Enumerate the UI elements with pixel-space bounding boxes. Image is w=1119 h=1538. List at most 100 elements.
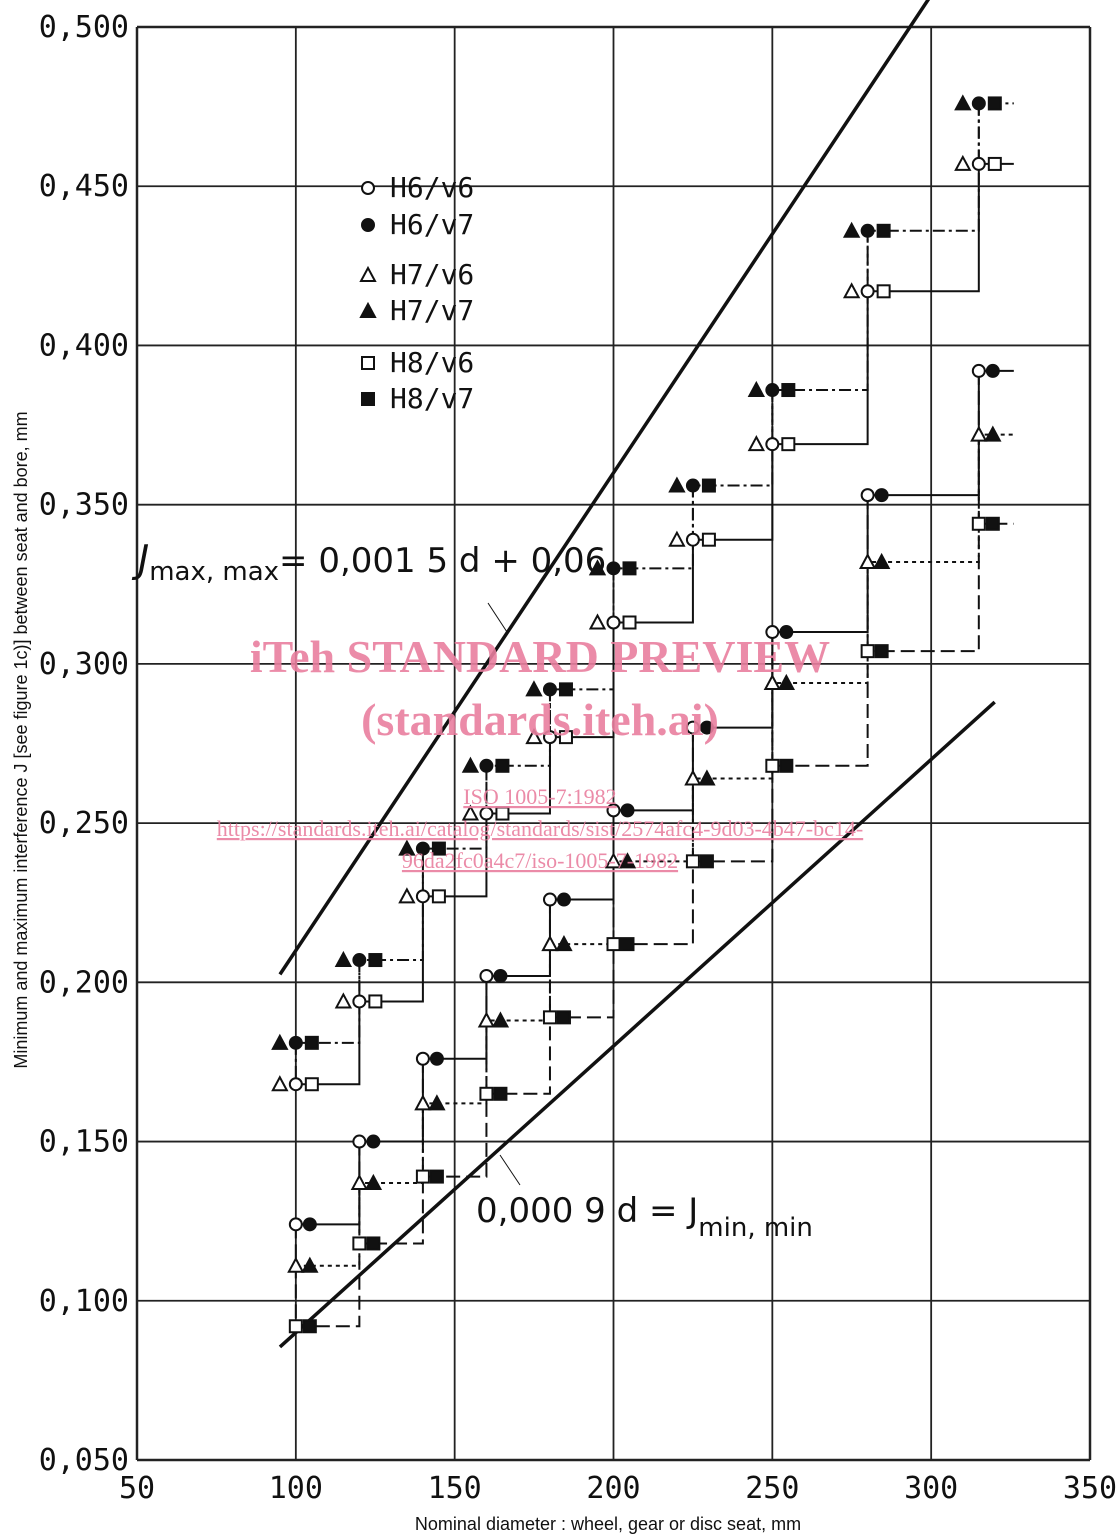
data-point-max — [558, 682, 573, 697]
boundary-lines — [278, 0, 996, 1349]
data-point-max — [495, 806, 510, 821]
data-point-max — [685, 532, 700, 547]
min-step-line-h8 — [295, 522, 1014, 1328]
watermark-doc: ISO 1005-7:1982 — [463, 784, 616, 809]
data-point-min — [620, 937, 635, 952]
data-point-min — [414, 1094, 432, 1111]
data-point-max — [398, 839, 416, 856]
data-point-max — [352, 994, 367, 1009]
data-point-max — [368, 994, 383, 1009]
data-point-max — [781, 437, 796, 452]
data-point-min — [874, 488, 889, 503]
data-point-min — [777, 673, 796, 690]
data-point-min — [556, 1010, 571, 1025]
legend-entry: H8/v6 — [390, 346, 474, 379]
data-point-max — [588, 559, 607, 576]
data-point-min — [685, 720, 700, 735]
data-point-max — [668, 530, 686, 547]
data-point-max — [701, 478, 716, 493]
watermark-url-2: 96da2fc0a4c7/iso-1005-7-1982 — [402, 848, 678, 873]
data-point-max — [398, 887, 416, 904]
data-point-min — [477, 1011, 496, 1028]
x-tick-label: 250 — [745, 1471, 799, 1506]
data-point-max — [954, 94, 972, 111]
data-point-max — [431, 889, 446, 904]
y-tick-label: 0,400 — [39, 328, 129, 363]
data-point-min — [684, 769, 702, 786]
data-point-min — [350, 1173, 369, 1190]
data-point-max — [525, 680, 543, 697]
data-point-min — [765, 625, 780, 640]
x-tick-label: 150 — [428, 1471, 482, 1506]
data-point-max — [588, 613, 607, 630]
data-point-max — [668, 476, 686, 493]
x-tick-label: 200 — [586, 1471, 640, 1506]
watermark: iTeh STANDARD PREVIEW (standards.iteh.ai… — [217, 631, 863, 873]
legend-marker — [361, 218, 375, 232]
y-tick-label: 0,500 — [39, 10, 129, 45]
y-axis-title: Minimum and maximum interference J [see … — [11, 411, 31, 1068]
data-point-min — [970, 425, 988, 442]
data-point-min — [606, 803, 621, 818]
data-point-min — [302, 1319, 317, 1334]
data-point-max — [987, 156, 1002, 171]
data-point-max — [876, 284, 891, 299]
data-point-min — [352, 1134, 367, 1149]
data-point-max — [747, 380, 766, 398]
series-markers — [271, 94, 1002, 1334]
data-point-min — [288, 1319, 303, 1334]
data-point-max — [781, 383, 796, 398]
tick-labels: 50 100 150 200 250 300 350 0,050 0,100 0,150 0,200… — [39, 10, 1117, 1506]
data-point-min — [779, 758, 794, 773]
data-point-max — [542, 682, 557, 697]
legend-marker — [359, 265, 377, 282]
data-point-min — [366, 1134, 381, 1149]
legend-entry: H8/v7 — [390, 382, 474, 415]
legend-marker — [361, 181, 375, 195]
data-point-min — [366, 1236, 381, 1251]
watermark-title: iTeh STANDARD PREVIEW — [250, 631, 830, 682]
legend-marker — [361, 392, 375, 406]
x-axis-title: Nominal diameter : wheel, gear or disc s… — [415, 1514, 801, 1534]
data-point-max — [304, 1035, 319, 1050]
data-point-min — [556, 892, 571, 907]
data-point-min — [765, 758, 780, 773]
data-point-min — [971, 516, 986, 531]
data-point-min — [763, 673, 782, 690]
data-point-max — [461, 804, 480, 821]
y-tick-label: 0,150 — [39, 1125, 129, 1160]
data-point-max — [558, 730, 573, 745]
watermark-subtitle: (standards.iteh.ai) — [361, 694, 719, 745]
y-tick-label: 0,050 — [39, 1443, 129, 1478]
data-point-max — [334, 950, 353, 968]
data-point-min — [491, 1011, 510, 1028]
data-point-min — [860, 644, 875, 659]
data-point-min — [302, 1217, 317, 1232]
data-point-max — [431, 841, 446, 856]
data-point-max — [288, 1035, 303, 1050]
min-step-line-h6 — [295, 369, 1014, 1226]
annotations: Jmax, max= 0,001 5 d + 0,06 0,000 9 d = … — [11, 411, 813, 1534]
y-tick-label: 0,200 — [39, 965, 129, 1000]
data-point-min — [428, 1094, 446, 1111]
legend-entry: H6/v7 — [390, 208, 474, 241]
data-point-min — [542, 1010, 557, 1025]
data-point-max — [479, 806, 494, 821]
x-tick-label: 300 — [904, 1471, 958, 1506]
data-point-min — [301, 1256, 319, 1273]
y-tick-label: 0,250 — [39, 806, 129, 841]
legend-entry: H7/v7 — [390, 294, 474, 327]
data-point-min — [985, 516, 1000, 531]
legend-entry: H6/v6 — [390, 171, 474, 204]
data-point-min — [479, 1086, 494, 1101]
data-point-max — [971, 96, 986, 111]
data-point-min — [872, 552, 891, 569]
y-tick-label: 0,450 — [39, 169, 129, 204]
data-point-min — [699, 720, 714, 735]
data-point-min — [779, 625, 794, 640]
data-point-max — [842, 282, 861, 299]
data-point-min — [429, 1051, 444, 1066]
data-point-min — [858, 552, 877, 569]
data-point-min — [364, 1173, 383, 1190]
